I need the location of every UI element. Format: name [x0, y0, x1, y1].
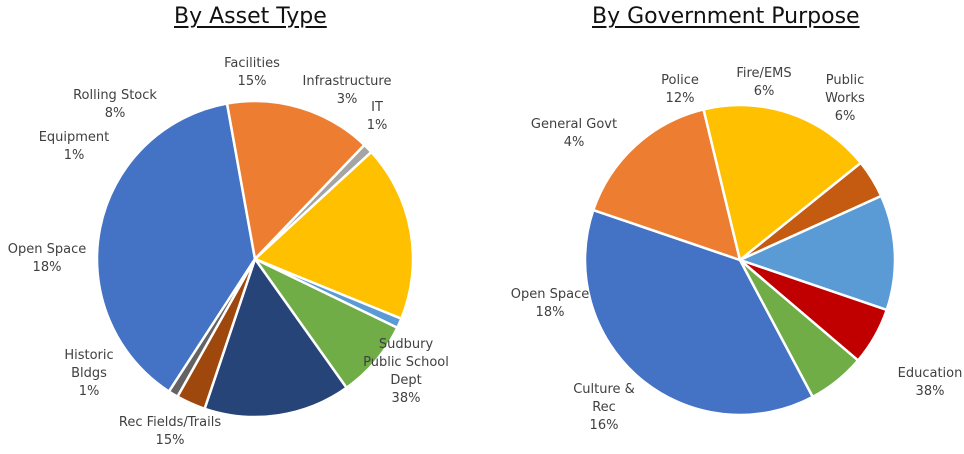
pie-slice-government-purpose-education: [583, 208, 815, 417]
slice-label-government-purpose-police: Police 12%: [661, 73, 699, 106]
slice-label-government-purpose-culture-rec: Culture & Rec 16%: [573, 382, 635, 433]
slice-label-asset-type-it: IT 1%: [367, 100, 388, 133]
chart-title-asset-type: By Asset Type: [174, 4, 327, 29]
pie-slice-asset-type-rec-fields-trails: [225, 99, 366, 261]
pie-asset-type: [95, 99, 415, 419]
pie-slice-government-purpose-police: [738, 194, 897, 312]
slice-label-asset-type-sudbury-public-school-dept: Sudbury Public School Dept 38%: [363, 337, 449, 406]
pie-slice-government-purpose-culture-rec: [592, 108, 742, 262]
slice-label-asset-type-infrastructure: Infrastructure 3%: [303, 74, 392, 107]
slice-label-asset-type-historic-bldgs: Historic Bldgs 1%: [64, 348, 113, 399]
pie-slice-asset-type-it: [167, 257, 257, 398]
pie-slice-asset-type-open-space: [253, 150, 415, 320]
slice-label-government-purpose-education: Education 38%: [898, 366, 963, 399]
slice-label-asset-type-rec-fields-trails: Rec Fields/Trails 15%: [119, 415, 221, 448]
slice-label-government-purpose-general-govt: General Govt 4%: [531, 117, 617, 150]
slice-label-asset-type-rolling-stock: Rolling Stock 8%: [73, 88, 157, 121]
labels-asset-type: Sudbury Public School Dept 38% Rec Fields/Tr…: [8, 56, 449, 448]
slice-label-government-purpose-fire-ems: Fire/EMS 6%: [736, 66, 791, 99]
labels-government-purpose: Education 38% Culture & Rec 16% Open Space 18%…: [511, 66, 963, 433]
pie-slice-government-purpose-open-space: [702, 103, 863, 262]
slice-label-asset-type-equipment: Equipment 1%: [39, 130, 110, 163]
slice-label-asset-type-open-space: Open Space 18%: [8, 242, 86, 275]
chart-title-government-purpose: By Government Purpose: [592, 4, 860, 29]
pie-government-purpose: [583, 103, 897, 417]
slice-label-government-purpose-open-space: Open Space 18%: [511, 287, 589, 320]
slice-label-asset-type-facilities: Facilities 15%: [224, 56, 280, 89]
pie-slice-government-purpose-public-works: [738, 258, 860, 399]
pie-slice-asset-type-facilities: [203, 257, 348, 419]
slice-label-government-purpose-public-works: Public Works 6%: [825, 73, 865, 124]
